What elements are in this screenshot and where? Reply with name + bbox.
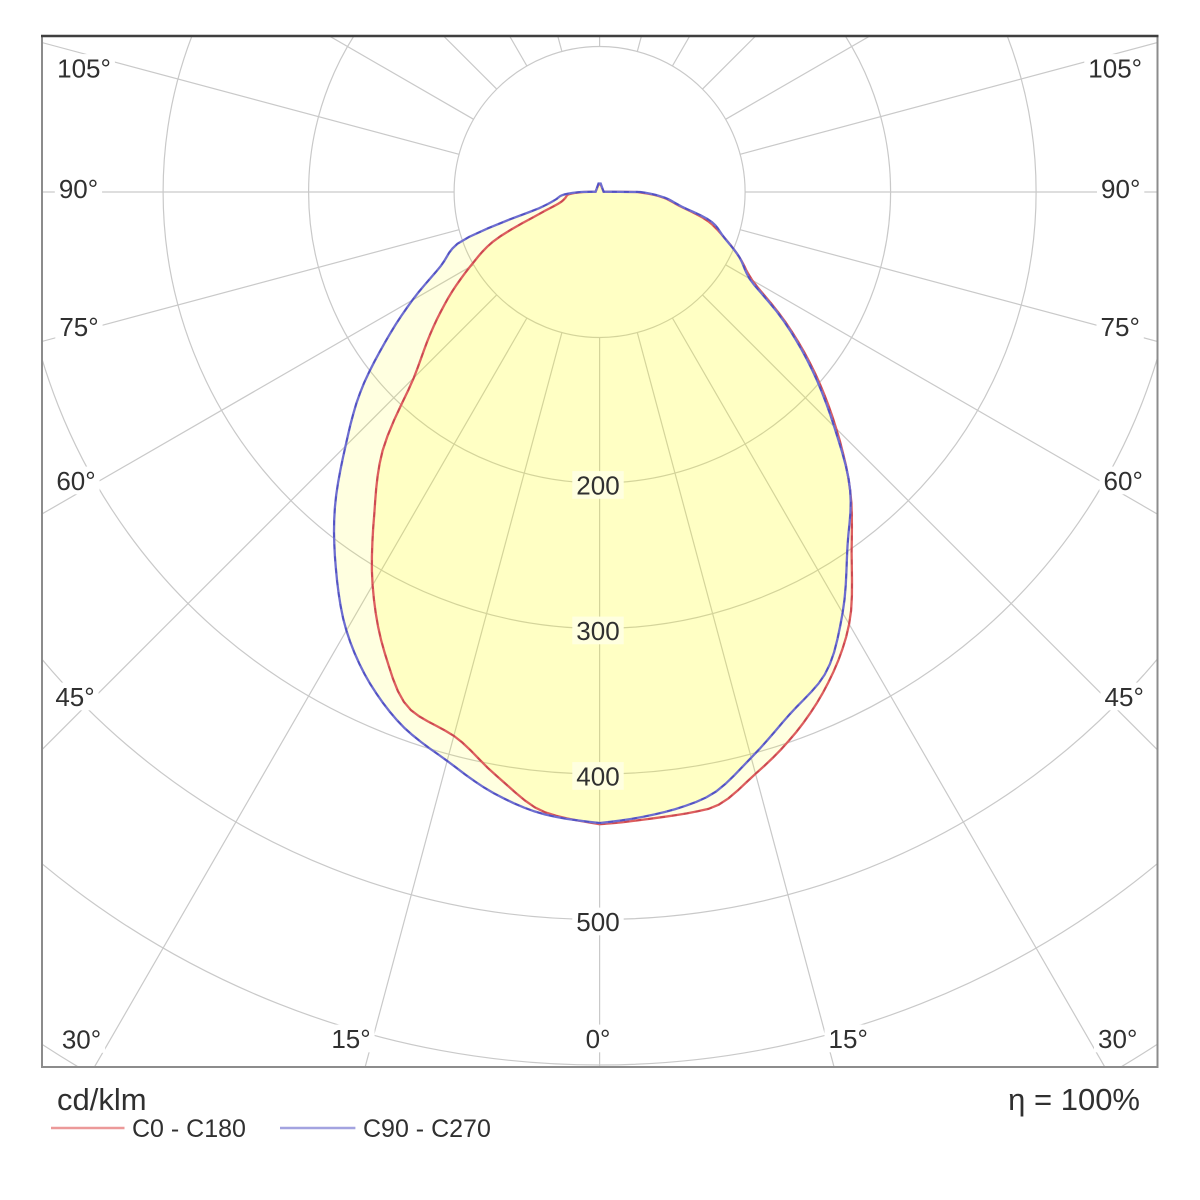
svg-text:400: 400 bbox=[576, 761, 619, 791]
svg-text:75°: 75° bbox=[59, 312, 98, 342]
svg-text:90°: 90° bbox=[59, 174, 98, 204]
svg-text:η = 100%: η = 100% bbox=[1008, 1082, 1140, 1117]
svg-text:75°: 75° bbox=[1101, 312, 1140, 342]
svg-text:15°: 15° bbox=[331, 1024, 370, 1054]
svg-text:300: 300 bbox=[576, 616, 619, 646]
svg-text:cd/klm: cd/klm bbox=[57, 1082, 147, 1117]
svg-text:45°: 45° bbox=[1105, 682, 1144, 712]
svg-text:200: 200 bbox=[576, 470, 619, 500]
svg-text:C0 - C180: C0 - C180 bbox=[132, 1115, 246, 1143]
svg-text:60°: 60° bbox=[56, 466, 95, 496]
svg-text:105°: 105° bbox=[1088, 53, 1142, 83]
svg-text:90°: 90° bbox=[1101, 174, 1140, 204]
svg-text:30°: 30° bbox=[1098, 1024, 1137, 1054]
svg-text:15°: 15° bbox=[829, 1024, 868, 1054]
svg-text:500: 500 bbox=[576, 907, 619, 937]
svg-text:60°: 60° bbox=[1104, 466, 1143, 496]
svg-text:30°: 30° bbox=[62, 1024, 101, 1054]
svg-text:0°: 0° bbox=[586, 1024, 611, 1054]
svg-text:45°: 45° bbox=[55, 682, 94, 712]
svg-text:105°: 105° bbox=[57, 53, 111, 83]
svg-text:C90 - C270: C90 - C270 bbox=[363, 1115, 491, 1143]
